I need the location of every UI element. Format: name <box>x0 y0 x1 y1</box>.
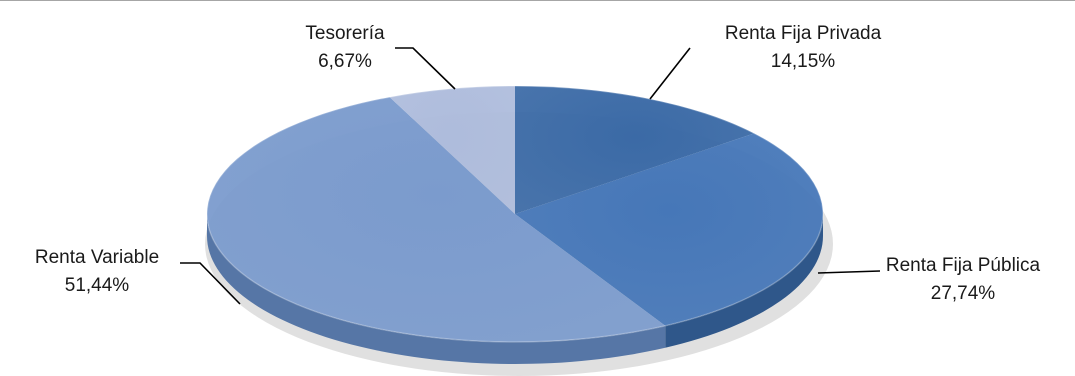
pie-slice-side <box>207 214 666 364</box>
leader-line <box>817 270 881 274</box>
leader-line <box>395 47 456 90</box>
slice-label: Renta Variable <box>35 247 159 268</box>
leader-line <box>180 262 241 305</box>
pie-slice <box>515 86 755 214</box>
slice-label: Renta Fija Pública <box>886 255 1041 276</box>
pie-slice <box>515 133 823 326</box>
leader-line <box>649 47 691 100</box>
slice-label: Renta Fija Privada <box>725 23 882 44</box>
slice-value-label: 51,44% <box>65 275 130 296</box>
pie-slice <box>206 97 666 343</box>
pie-slice <box>389 86 515 214</box>
slice-value-label: 27,74% <box>931 283 996 304</box>
slice-value-label: 14,15% <box>771 51 836 72</box>
pie-rim <box>206 85 824 343</box>
pie-slice-side <box>665 214 823 348</box>
slice-value-label: 6,67% <box>318 51 372 72</box>
slice-label: Tesorería <box>305 23 385 44</box>
